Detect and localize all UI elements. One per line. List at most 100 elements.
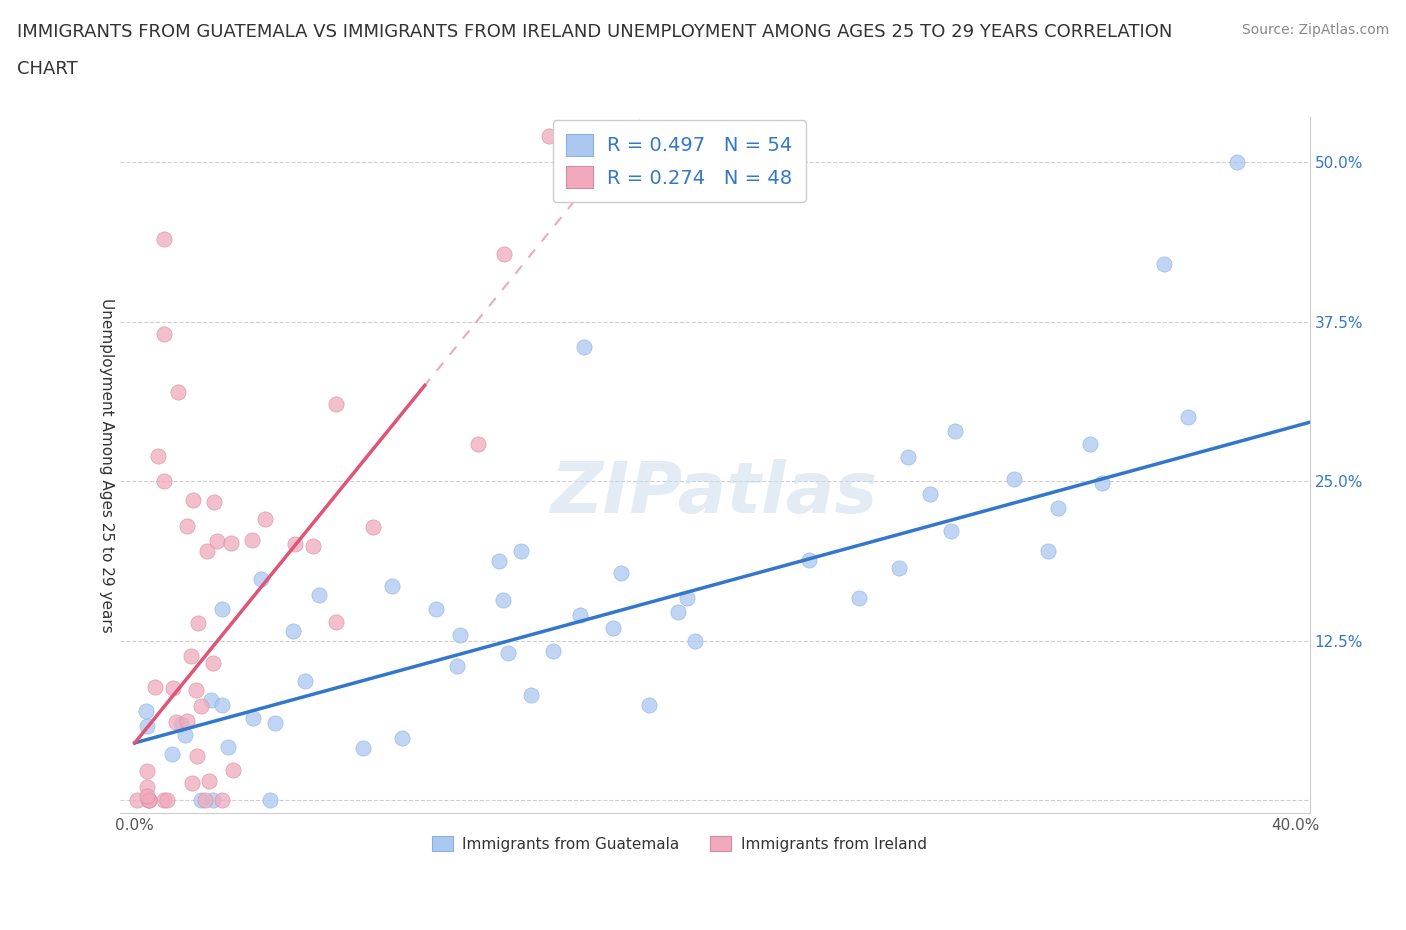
Point <box>325 396 347 411</box>
Point <box>143 680 166 695</box>
Point <box>211 793 233 808</box>
Point <box>381 578 404 593</box>
Point <box>361 519 384 534</box>
Text: CHART: CHART <box>17 60 77 78</box>
Point <box>676 591 699 605</box>
Point <box>263 715 285 730</box>
Point <box>510 544 533 559</box>
Point <box>217 740 239 755</box>
Point <box>136 718 159 733</box>
Y-axis label: Unemployment Among Ages 25 to 29 years: Unemployment Among Ages 25 to 29 years <box>100 298 114 632</box>
Point <box>1226 154 1249 169</box>
Point <box>207 534 229 549</box>
Point <box>666 604 689 619</box>
Point <box>202 793 225 808</box>
Point <box>190 793 212 808</box>
Point <box>638 698 661 712</box>
Point <box>135 789 157 804</box>
Point <box>294 673 316 688</box>
Point <box>156 793 179 808</box>
Point <box>184 683 207 698</box>
Point <box>1047 500 1070 515</box>
Point <box>152 793 174 808</box>
Point <box>391 731 413 746</box>
Point <box>187 616 209 631</box>
Point <box>176 714 198 729</box>
Point <box>259 793 281 808</box>
Point <box>138 793 160 808</box>
Point <box>889 561 911 576</box>
Point <box>492 246 515 261</box>
Point <box>308 588 330 603</box>
Text: IMMIGRANTS FROM GUATEMALA VS IMMIGRANTS FROM IRELAND UNEMPLOYMENT AMONG AGES 25 : IMMIGRANTS FROM GUATEMALA VS IMMIGRANTS … <box>17 23 1173 41</box>
Point <box>146 448 169 463</box>
Point <box>180 648 202 663</box>
Point <box>152 232 174 246</box>
Point <box>1153 257 1175 272</box>
Point <box>491 592 513 607</box>
Point <box>194 793 217 808</box>
Point <box>190 698 212 713</box>
Point <box>284 537 307 551</box>
Point <box>302 538 325 553</box>
Point <box>222 763 245 777</box>
Point <box>138 793 160 808</box>
Point <box>541 644 564 658</box>
Point <box>240 533 263 548</box>
Point <box>127 793 149 808</box>
Point <box>162 681 184 696</box>
Point <box>520 687 543 702</box>
Point <box>446 658 468 673</box>
Point <box>170 717 193 732</box>
Point <box>165 714 187 729</box>
Point <box>941 524 963 538</box>
Point <box>136 764 159 778</box>
Point <box>1038 544 1060 559</box>
Point <box>197 774 219 789</box>
Point <box>943 424 966 439</box>
Point <box>574 339 596 354</box>
Point <box>249 572 271 587</box>
Point <box>181 493 204 508</box>
Point <box>181 776 204 790</box>
Legend: Immigrants from Guatemala, Immigrants from Ireland: Immigrants from Guatemala, Immigrants fr… <box>426 830 932 857</box>
Point <box>467 436 489 451</box>
Point <box>200 693 222 708</box>
Point <box>136 793 159 808</box>
Point <box>602 621 624 636</box>
Point <box>219 536 242 551</box>
Point <box>1002 472 1025 486</box>
Point <box>797 552 820 567</box>
Point <box>610 565 633 580</box>
Point <box>186 749 208 764</box>
Point <box>211 602 233 617</box>
Point <box>488 553 510 568</box>
Point <box>201 656 224 671</box>
Point <box>496 645 519 660</box>
Point <box>1177 409 1199 424</box>
Text: ZIPatlas: ZIPatlas <box>551 458 879 527</box>
Point <box>1091 476 1114 491</box>
Point <box>897 450 920 465</box>
Point <box>253 512 276 527</box>
Point <box>281 624 304 639</box>
Point <box>195 544 218 559</box>
Point <box>325 615 347 630</box>
Point <box>683 634 706 649</box>
Point <box>173 727 195 742</box>
Point <box>211 698 233 712</box>
Point <box>135 703 157 718</box>
Point <box>202 495 225 510</box>
Point <box>920 486 942 501</box>
Point <box>152 327 174 342</box>
Point <box>242 711 264 725</box>
Point <box>352 741 374 756</box>
Point <box>425 602 447 617</box>
Point <box>176 518 198 533</box>
Point <box>152 473 174 488</box>
Point <box>136 779 159 794</box>
Point <box>167 384 190 399</box>
Text: Source: ZipAtlas.com: Source: ZipAtlas.com <box>1241 23 1389 37</box>
Point <box>569 607 592 622</box>
Point <box>848 591 870 605</box>
